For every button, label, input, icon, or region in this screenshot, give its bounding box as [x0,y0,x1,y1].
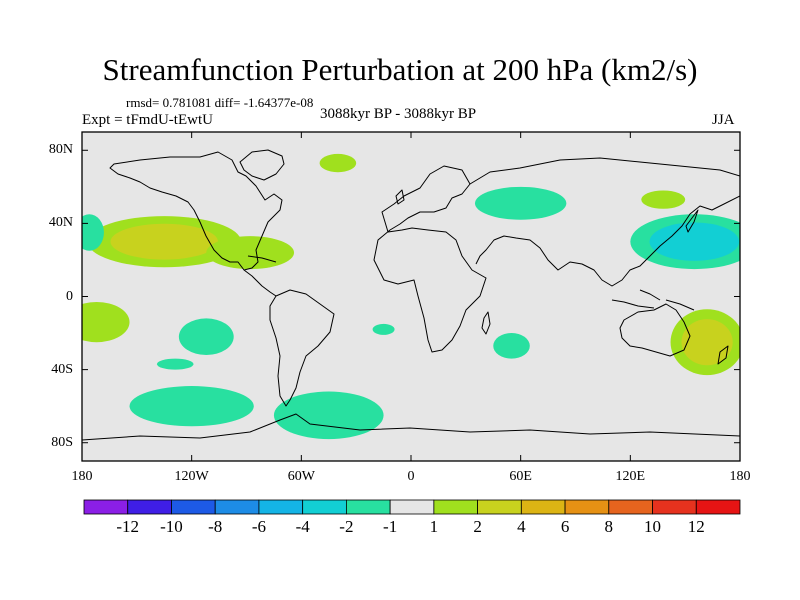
anomaly-contour [319,153,357,173]
lon-label: 60W [287,469,315,484]
colorbar-swatch [652,499,697,515]
colorbar-swatch [127,499,172,515]
coastline-asia [469,157,740,287]
colorbar-swatch [389,499,435,515]
colorbar-label: 12 [687,517,705,536]
lon-label: 0 [407,469,415,484]
coastline-new-zealand [717,345,729,365]
colorbar-swatch [608,499,653,515]
figure-title: Streamfunction Perturbation at 200 hPa (… [102,52,698,87]
lon-label: 180 [71,469,93,484]
lon-label: 60E [509,469,532,484]
colorbar [83,499,741,515]
anomaly-contour [156,358,194,370]
map-ticks [81,132,741,461]
colorbar-swatch [83,499,129,515]
lat-label: 80N [48,142,73,158]
rmsd-diff-stats: rmsd= 0.781081 diff= -1.64377e-08 [126,95,314,110]
colorbar-label: 4 [517,517,526,536]
colorbar-label: 8 [604,517,614,536]
anomaly-contour [129,386,254,427]
coastline-australia [619,303,691,357]
colorbar-swatch [258,499,304,515]
coastline-british-isles [395,189,405,205]
anomaly-contour [82,214,104,251]
colorbar-label: 10 [644,517,662,536]
anomaly-contour-inner [110,223,218,260]
colorbar-label: -2 [339,517,354,536]
coastline-indonesia [611,289,695,311]
colorbar-label: -1 [383,517,398,536]
colorbar-label: -4 [295,517,310,536]
anomaly-contour [493,333,530,359]
anomaly-contour [641,190,686,209]
lat-label: 0 [66,288,73,304]
colorbar-swatch [302,499,347,515]
colorbar-label: 6 [560,517,570,536]
colorbar-swatch [433,499,479,515]
anomaly-contour [273,391,384,440]
colorbar-swatch [477,499,522,515]
coastline-greenland [239,149,285,181]
coastline-caribbean [247,255,277,263]
anomaly-contour-inner [649,222,740,261]
season-label: JJA [712,112,735,128]
lon-label: 120E [615,469,646,484]
anomaly-contour [82,301,130,343]
lon-label: 180 [729,469,751,484]
lon-label: 120W [174,469,209,484]
colorbar-label: -6 [251,517,267,536]
colorbar-swatch [520,499,566,515]
anomaly-contour [178,318,234,355]
coastlines [82,149,740,441]
colorbar-label: -8 [208,517,223,536]
experiment-label: Expt = tFmdU-tEwtU [82,112,213,128]
coastline-central-america [243,269,277,297]
anomaly-contour [474,186,567,220]
coastline-antarctica [82,413,740,441]
anomaly-contour [372,323,395,335]
colorbar-swatch [695,499,741,515]
coastline-south-america [269,289,335,407]
coastline-north-america [109,151,283,271]
lat-label: 40N [48,215,73,231]
colorbar-label: 1 [429,517,439,536]
coastline-madagascar [481,311,491,335]
colorbar-label: -12 [116,517,140,536]
coastline-europe-africa [373,165,487,353]
colorbar-label: 2 [473,517,482,536]
coastline-japan [685,209,699,233]
lat-label: 40S [51,361,73,377]
colorbar-swatch [564,499,610,515]
lat-label: 80S [51,434,73,450]
period-label: 3088kyr BP - 3088kyr BP [320,106,477,122]
colorbar-swatch [345,499,391,515]
colorbar-swatch [214,499,260,515]
colorbar-swatch [171,499,216,515]
anomaly-contour [206,236,295,270]
colorbar-label: -10 [160,517,183,536]
